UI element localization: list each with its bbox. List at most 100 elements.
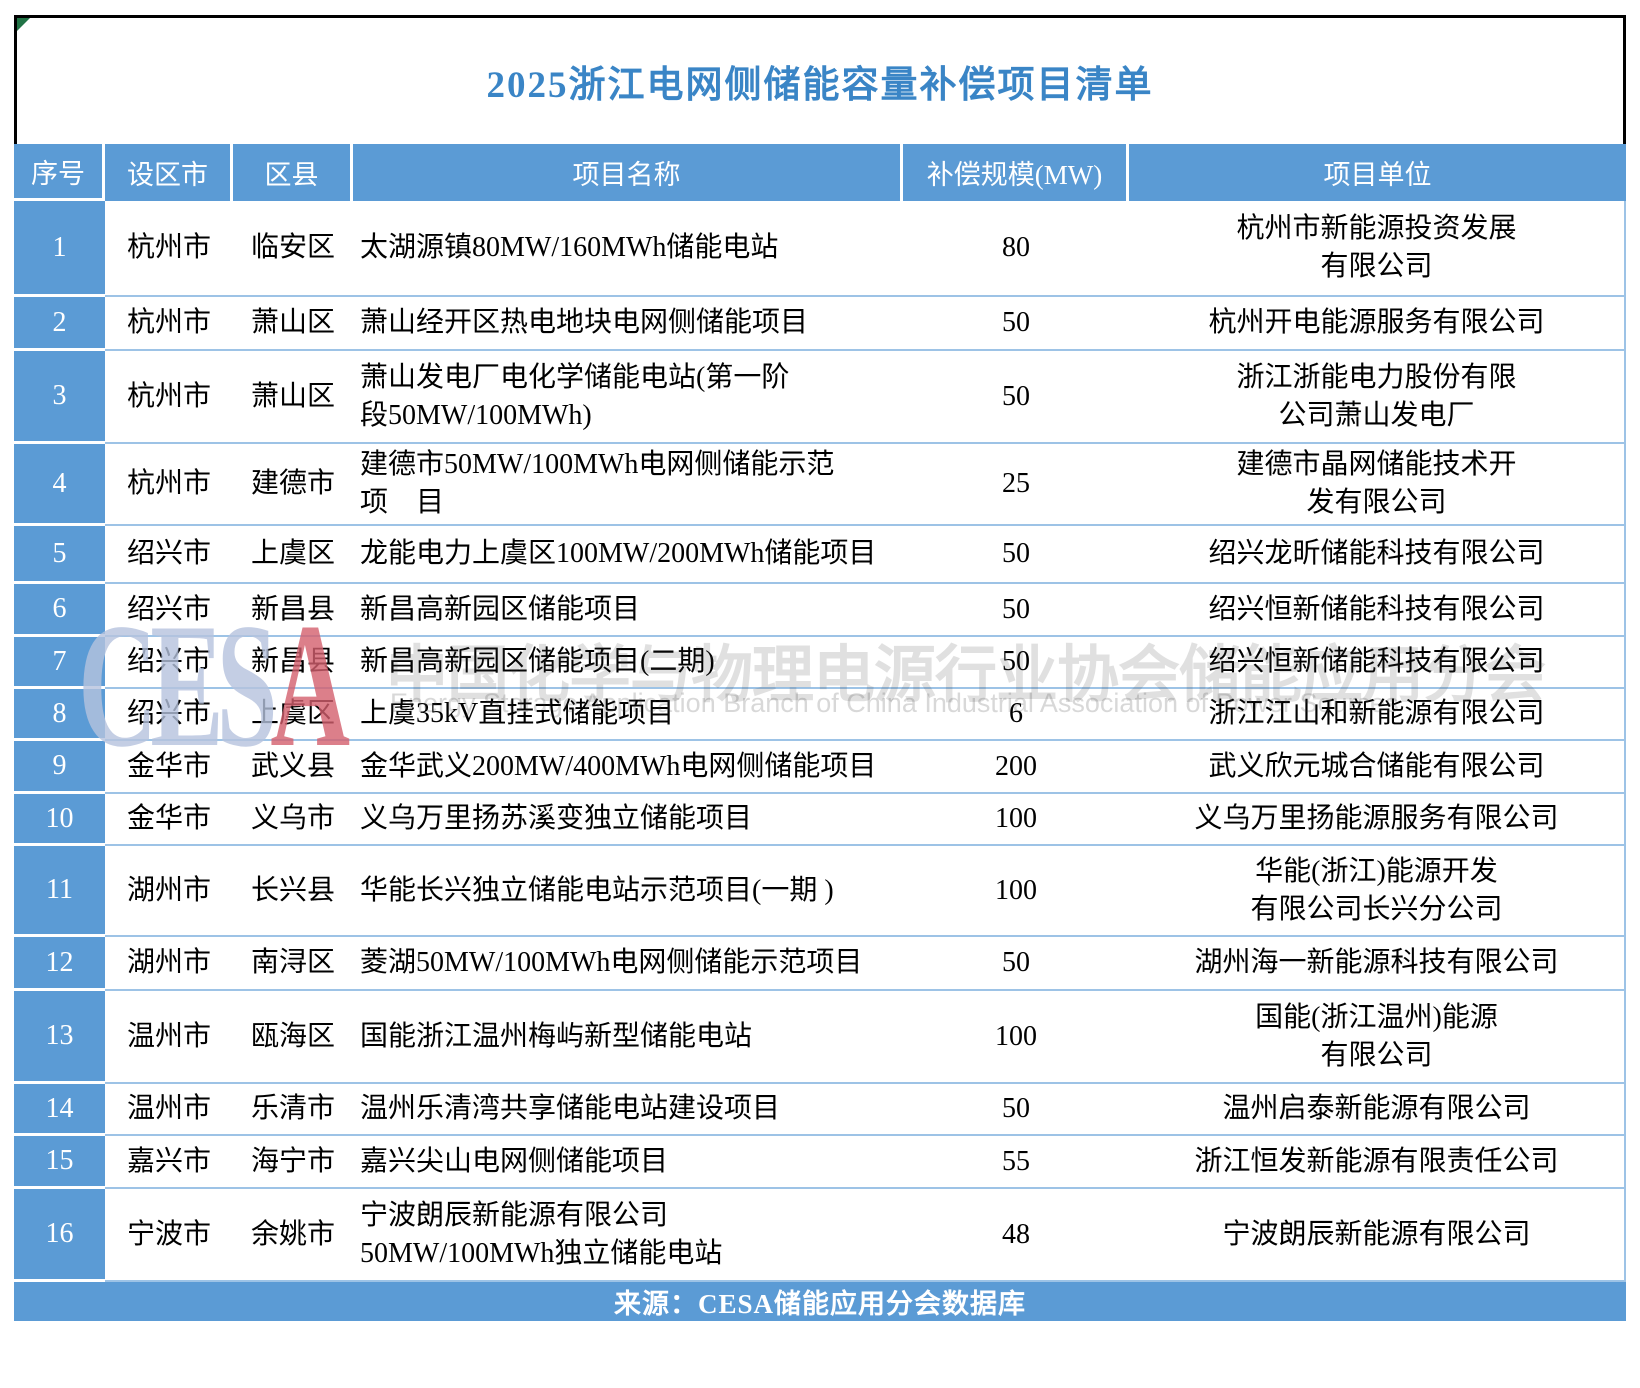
- cell-district: 萧山区: [233, 297, 353, 351]
- page-title: 2025浙江电网侧储能容量补偿项目清单: [486, 65, 1154, 106]
- cell-city: 杭州市: [105, 297, 233, 351]
- column-header-district: 区县: [233, 144, 353, 201]
- cell-index: 13: [14, 991, 105, 1084]
- cell-scale-mw: 50: [903, 297, 1129, 351]
- cell-project-name: 金华武义200MW/400MWh电网侧储能项目: [353, 741, 903, 794]
- cell-scale-mw: 50: [903, 637, 1129, 689]
- column-header-project-name: 项目名称: [353, 144, 903, 201]
- cell-project-name: 建德市50MW/100MWh电网侧储能示范 项 目: [353, 444, 903, 526]
- cell-index: 9: [14, 741, 105, 794]
- cell-project-name: 温州乐清湾共享储能电站建设项目: [353, 1084, 903, 1136]
- cell-scale-mw: 55: [903, 1136, 1129, 1189]
- cell-scale-mw: 50: [903, 526, 1129, 584]
- cell-scale-mw: 48: [903, 1189, 1129, 1282]
- cell-index: 6: [14, 584, 105, 637]
- cell-district: 义乌市: [233, 794, 353, 846]
- table-row: 12 湖州市 南浔区 菱湖50MW/100MWh电网侧储能示范项目 50 湖州海…: [14, 937, 1626, 991]
- cell-scale-mw: 100: [903, 846, 1129, 937]
- cell-district: 武义县: [233, 741, 353, 794]
- cell-index: 12: [14, 937, 105, 991]
- table-body: 1 杭州市 临安区 太湖源镇80MW/160MWh储能电站 80 杭州市新能源投…: [14, 201, 1626, 1282]
- column-header-unit: 项目单位: [1323, 160, 1432, 190]
- cell-index: 15: [14, 1136, 105, 1189]
- cell-city: 温州市: [105, 1084, 233, 1136]
- cell-project-name: 国能浙江温州梅屿新型储能电站: [353, 991, 903, 1084]
- cell-district: 建德市: [233, 444, 353, 526]
- cell-project-name: 嘉兴尖山电网侧储能项目: [353, 1136, 903, 1189]
- excel-comment-corner-icon: [17, 18, 30, 31]
- table-header: 序号 设区市 区县 项目名称 补偿规模(MW) 项目单位: [14, 144, 1626, 201]
- cell-unit: 杭州市新能源投资发展 有限公司: [1129, 201, 1626, 297]
- cell-unit: 杭州开电能源服务有限公司: [1129, 297, 1626, 351]
- cell-district: 临安区: [233, 201, 353, 297]
- cell-district: 萧山区: [233, 351, 353, 444]
- cell-project-name: 新昌高新园区储能项目(二期): [353, 637, 903, 689]
- cell-index: 11: [14, 846, 105, 937]
- cell-index: 2: [14, 297, 105, 351]
- cell-project-name: 龙能电力上虞区100MW/200MWh储能项目: [353, 526, 903, 584]
- table-row: 10 金华市 义乌市 义乌万里扬苏溪变独立储能项目 100 义乌万里扬能源服务有…: [14, 794, 1626, 846]
- table-row: 6 绍兴市 新昌县 新昌高新园区储能项目 50 绍兴恒新储能科技有限公司: [14, 584, 1626, 637]
- table-row: 2 杭州市 萧山区 萧山经开区热电地块电网侧储能项目 50 杭州开电能源服务有限…: [14, 297, 1626, 351]
- table-row: 8 绍兴市 上虞区 上虞35kV直挂式储能项目 6 浙江江山和新能源有限公司: [14, 689, 1626, 741]
- cell-city: 杭州市: [105, 444, 233, 526]
- cell-unit: 绍兴恒新储能科技有限公司: [1129, 637, 1626, 689]
- table-footer: 来源：CESA储能应用分会数据库: [14, 1282, 1626, 1321]
- storage-project-table: 2025浙江电网侧储能容量补偿项目清单 序号 设区市 区县 项目名称 补偿规模(…: [14, 15, 1626, 1321]
- cell-project-name: 宁波朗辰新能源有限公司 50MW/100MWh独立储能电站: [353, 1189, 903, 1282]
- cell-scale-mw: 50: [903, 584, 1129, 637]
- table-row: 3 杭州市 萧山区 萧山发电厂电化学储能电站(第一阶 段50MW/100MWh)…: [14, 351, 1626, 444]
- cell-district: 海宁市: [233, 1136, 353, 1189]
- cell-scale-mw: 25: [903, 444, 1129, 526]
- cell-city: 绍兴市: [105, 637, 233, 689]
- cell-unit: 建德市晶网储能技术开 发有限公司: [1129, 444, 1626, 526]
- cell-scale-mw: 100: [903, 991, 1129, 1084]
- cell-unit: 武义欣元城合储能有限公司: [1129, 741, 1626, 794]
- cell-unit: 绍兴恒新储能科技有限公司: [1129, 584, 1626, 637]
- cell-scale-mw: 200: [903, 741, 1129, 794]
- cell-project-name: 义乌万里扬苏溪变独立储能项目: [353, 794, 903, 846]
- cell-unit: 义乌万里扬能源服务有限公司: [1129, 794, 1626, 846]
- cell-index: 4: [14, 444, 105, 526]
- cell-index: 5: [14, 526, 105, 584]
- cell-scale-mw: 100: [903, 794, 1129, 846]
- table-row: 4 杭州市 建德市 建德市50MW/100MWh电网侧储能示范 项 目 25 建…: [14, 444, 1626, 526]
- cell-project-name: 菱湖50MW/100MWh电网侧储能示范项目: [353, 937, 903, 991]
- cell-project-name: 新昌高新园区储能项目: [353, 584, 903, 637]
- cell-district: 乐清市: [233, 1084, 353, 1136]
- cell-district: 上虞区: [233, 689, 353, 741]
- table-row: 11 湖州市 长兴县 华能长兴独立储能电站示范项目(一期 ) 100 华能(浙江…: [14, 846, 1626, 937]
- cell-city: 绍兴市: [105, 584, 233, 637]
- cell-project-name: 太湖源镇80MW/160MWh储能电站: [353, 201, 903, 297]
- cell-index: 1: [14, 201, 105, 297]
- cell-index: 3: [14, 351, 105, 444]
- column-header-city: 设区市: [105, 144, 233, 201]
- cell-city: 金华市: [105, 741, 233, 794]
- cell-city: 绍兴市: [105, 689, 233, 741]
- cell-project-name: 萧山经开区热电地块电网侧储能项目: [353, 297, 903, 351]
- title-block: 2025浙江电网侧储能容量补偿项目清单: [14, 15, 1626, 144]
- cell-index: 8: [14, 689, 105, 741]
- cell-district: 新昌县: [233, 584, 353, 637]
- cell-unit: 湖州海一新能源科技有限公司: [1129, 937, 1626, 991]
- cell-index: 7: [14, 637, 105, 689]
- cell-project-name: 上虞35kV直挂式储能项目: [353, 689, 903, 741]
- cell-scale-mw: 50: [903, 937, 1129, 991]
- source-text: 来源：CESA储能应用分会数据库: [613, 1289, 1027, 1319]
- cell-city: 嘉兴市: [105, 1136, 233, 1189]
- cell-city: 杭州市: [105, 201, 233, 297]
- table-row: 7 绍兴市 新昌县 新昌高新园区储能项目(二期) 50 绍兴恒新储能科技有限公司: [14, 637, 1626, 689]
- cell-scale-mw: 50: [903, 351, 1129, 444]
- cell-unit: 国能(浙江温州)能源 有限公司: [1129, 991, 1626, 1084]
- cell-unit: 浙江浙能电力股份有限 公司萧山发电厂: [1129, 351, 1626, 444]
- column-header-index: 序号: [14, 144, 105, 201]
- cell-unit: 宁波朗辰新能源有限公司: [1129, 1189, 1626, 1282]
- cell-district: 余姚市: [233, 1189, 353, 1282]
- cell-index: 10: [14, 794, 105, 846]
- cell-district: 长兴县: [233, 846, 353, 937]
- table-row: 13 温州市 瓯海区 国能浙江温州梅屿新型储能电站 100 国能(浙江温州)能源…: [14, 991, 1626, 1084]
- table-row: 5 绍兴市 上虞区 龙能电力上虞区100MW/200MWh储能项目 50 绍兴龙…: [14, 526, 1626, 584]
- table-row: 9 金华市 武义县 金华武义200MW/400MWh电网侧储能项目 200 武义…: [14, 741, 1626, 794]
- cell-unit: 浙江恒发新能源有限责任公司: [1129, 1136, 1626, 1189]
- cell-unit: 华能(浙江)能源开发 有限公司长兴分公司: [1129, 846, 1626, 937]
